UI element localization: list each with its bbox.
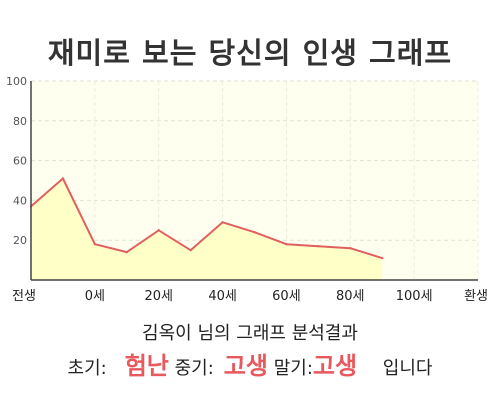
data-point-6 [221,221,224,224]
data-point-9 [317,244,320,248]
y-tick-labels: 20 40 60 80 100 [6,75,27,247]
x-tick-label: 0세 [85,289,105,304]
x-tick-label: 전생 [12,289,36,304]
data-point-8 [285,242,288,246]
result-header: 김옥이 님의 그래프 분석결과 [142,323,358,344]
x-tick-labels: 전생 0세 20세 40세 60세 80세 100세 환생 [12,289,488,304]
data-point-1 [61,177,65,180]
data-point-11 [381,256,384,260]
x-tick-label: 60세 [272,289,301,304]
y-tick-label: 100 [6,75,27,88]
series-area [31,178,383,280]
data-point-3 [125,250,128,254]
middle-value: 고생 [223,352,268,380]
y-tick-label: 20 [13,234,27,247]
y-tick-label: 40 [13,194,27,207]
x-tick-label: 80세 [336,289,365,304]
x-tick-label: 100세 [396,289,433,304]
late-label: 말기: [273,358,313,379]
chart-title: 재미로 보는 당신의 인생 그래프 [47,36,453,70]
data-point-4 [157,229,160,232]
data-point-7 [253,231,256,234]
y-tick-label: 60 [13,155,27,168]
data-point-10 [349,246,352,250]
early-label: 초기: [67,358,107,379]
late-value: 고생 [312,352,358,380]
data-point-5 [189,248,192,252]
result-suffix: 입니다 [382,358,433,379]
series-line [30,177,383,260]
middle-label: 중기: [174,358,214,379]
x-tick-label: 20세 [144,289,173,304]
early-value: 험난 [124,352,169,380]
x-tick-label: 환생 [464,289,488,304]
result-summary: 초기: 험난 중기: 고생 말기:고생 입니다 [0,346,500,381]
data-point-2 [93,242,97,246]
grid-lines [31,80,479,280]
x-tick-label: 40세 [208,289,237,304]
y-tick-label: 80 [13,115,27,128]
